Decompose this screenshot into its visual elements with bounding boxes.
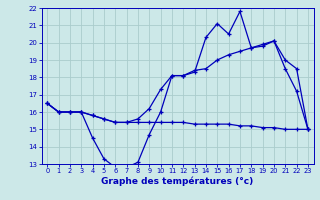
- X-axis label: Graphe des températures (°c): Graphe des températures (°c): [101, 177, 254, 186]
